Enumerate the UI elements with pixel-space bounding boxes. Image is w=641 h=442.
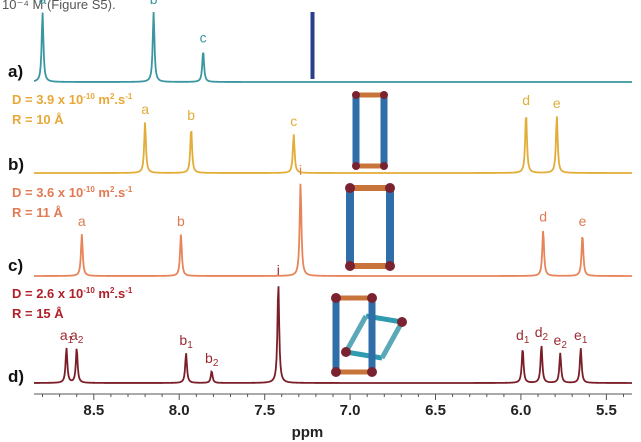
peak-label-0-2: c: [200, 30, 207, 46]
tick-label-6: 5.5: [596, 402, 617, 419]
tick-label-2: 7.5: [254, 402, 275, 419]
spectrum-trace-1: [34, 116, 632, 174]
peak-label-3-7: e2: [554, 332, 568, 351]
spectrum-2: a b i d e: [34, 162, 632, 277]
peak-label-3-6: d2: [535, 324, 549, 343]
x-axis-title: ppm: [292, 424, 324, 441]
peak-label-0-0: a: [39, 0, 47, 7]
peak-label-3-0: a1: [60, 327, 74, 346]
peak-label-3-2: b1: [179, 332, 193, 351]
tick-label-4: 6.5: [425, 402, 446, 419]
spectrum-1: a b c d e: [34, 92, 632, 174]
peak-label-1-1: b: [187, 107, 195, 123]
peak-label-2-1: b: [177, 213, 185, 229]
peak-label-1-4: e: [553, 95, 561, 111]
peak-label-3-1: a2: [70, 327, 84, 346]
tick-label-1: 8.0: [169, 402, 190, 419]
info-d-d: D = 2.6 x 10-10 m2.s-1: [12, 286, 133, 301]
tick-label-3: 7.0: [340, 402, 361, 419]
tick-label-5: 6.0: [510, 402, 531, 419]
peak-label-2-0: a: [78, 213, 86, 229]
info-d-r: R = 15 Å: [12, 306, 64, 321]
info-b-d: D = 3.9 x 10-10 m2.s-1: [12, 92, 133, 107]
x-axis: 8.5 8.0 7.5 7.0 6.5 6.0 5.5 ppm: [34, 393, 632, 441]
peak-label-2-3: d: [539, 209, 547, 225]
peak-label-1-3: d: [522, 92, 530, 108]
spectrum-0: a b c: [33, 0, 632, 83]
peak-label-2-2: i: [299, 162, 302, 178]
peak-label-3-3: b2: [205, 350, 219, 369]
cage-structure-c: [345, 183, 395, 271]
spectrum-trace-0: [33, 11, 632, 83]
spectrum-label-c: c): [8, 256, 23, 275]
peak-label-1-2: c: [290, 113, 297, 129]
spectrum-trace-3: [34, 286, 632, 384]
spectrum-label-d: d): [8, 367, 24, 386]
top-caption: 10⁻⁴ M (Figure S5).: [2, 0, 116, 12]
peak-label-3-4: i: [277, 262, 280, 278]
peak-label-2-4: e: [579, 213, 587, 229]
spectrum-label-a: a): [8, 62, 23, 81]
peak-label-3-8: e1: [574, 327, 588, 346]
peak-label-3-5: d1: [516, 327, 530, 346]
marker-bar: [310, 12, 315, 79]
info-c-r: R = 11 Å: [12, 205, 64, 220]
spectrum-trace-2: [34, 183, 632, 277]
spectrum-label-b: b): [8, 155, 24, 174]
info-b-r: R = 10 Å: [12, 112, 64, 127]
cage-structure-b: [352, 91, 388, 170]
tick-label-0: 8.5: [83, 402, 104, 419]
peak-label-0-1: b: [150, 0, 158, 7]
info-c-d: D = 3.6 x 10-10 m2.s-1: [12, 185, 133, 200]
cage-structure-d: [331, 293, 407, 377]
peak-label-1-0: a: [141, 101, 149, 117]
